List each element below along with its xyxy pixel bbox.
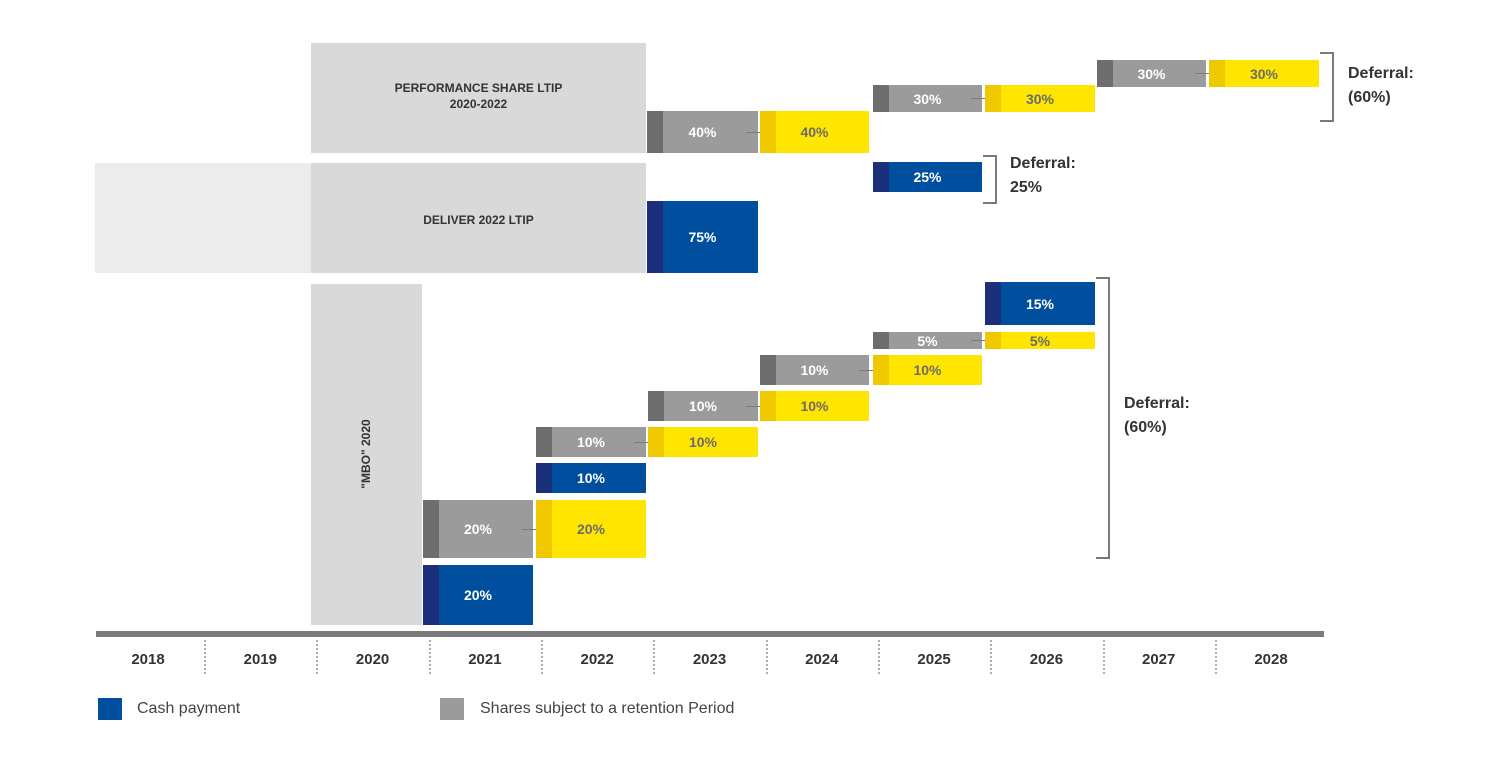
year-separator: [877, 640, 880, 674]
mbo-2025-share-value: 5%: [917, 332, 938, 349]
year-2021: 2021: [468, 651, 502, 668]
year-2027: 2027: [1142, 651, 1176, 668]
legend-shares-swatch: [440, 698, 464, 720]
deliver-2022-ltip-panel: [311, 163, 646, 273]
psl-2026-yellow-block: 30%: [985, 85, 1095, 112]
mbo-2022-share-value: 10%: [576, 434, 606, 450]
mbo-2024-share-value: 10%: [800, 362, 829, 378]
mbo-2026-cash-value: 15%: [1025, 295, 1055, 312]
mbo-2024-yellow-value: 10%: [800, 398, 829, 414]
mbo-2022-yellow-20-value: 20%: [576, 521, 606, 537]
performance-share-ltip-label: PERFORMANCE SHARE LTIP 2020-2022: [394, 81, 563, 111]
psl-2023-connector: [746, 132, 772, 133]
psl-2027-connector: [1195, 73, 1221, 74]
d22-2023-cash-block: 75%: [647, 201, 758, 273]
mbo-2022-cash-value: 10%: [576, 470, 606, 486]
mbo-2023-share-value: 10%: [688, 398, 718, 414]
mbo-2024-yellow-block: 10%: [760, 391, 869, 421]
psl-deferral-note: Deferral: (60%): [1348, 65, 1414, 106]
mbo-2023-share-block: 10%: [648, 391, 758, 421]
mbo-2026-yellow-value: 5%: [1029, 332, 1051, 349]
mbo-2022-share-block: 10%: [536, 427, 646, 457]
year-separator: [765, 640, 768, 674]
d22-deferral-note: Deferral: 25%: [1010, 155, 1076, 196]
mbo-2022-connector: [634, 442, 660, 443]
year-separator: [204, 640, 207, 674]
mbo-2021-cash-value: 20%: [463, 587, 493, 603]
year-separator: [990, 640, 993, 674]
psl-2027-share-block: 30%: [1097, 60, 1206, 87]
mbo-2023-connector: [746, 406, 772, 407]
year-separator: [653, 640, 656, 674]
psl-2025-share-block: 30%: [873, 85, 982, 112]
legend-shares-label: Shares subject to a retention Period: [480, 700, 735, 717]
d22-2025-cash-block: 25%: [873, 162, 982, 192]
psl-2023-share-block: 40%: [647, 111, 758, 153]
mbo-2023-yellow-a-value: 10%: [688, 434, 718, 450]
year-separator: [541, 640, 544, 674]
year-2020: 2020: [355, 651, 390, 668]
mbo-2020-panel: [311, 284, 422, 625]
psl-2023-share-value: 40%: [688, 124, 717, 140]
mbo-2021-cash-block: 20%: [423, 565, 533, 625]
mbo-2024-connector: [859, 370, 885, 371]
year-separator: [1102, 640, 1105, 674]
psl-2026-yellow-value: 30%: [1025, 90, 1055, 107]
mbo-2026-yellow-block: 5%: [985, 332, 1095, 349]
year-2022: 2022: [580, 651, 614, 668]
mbo-2022-yellow-20-block: 20%: [536, 500, 646, 558]
mbo-2026-cash-block: 15%: [985, 282, 1095, 325]
mbo-2021-connector: [522, 529, 548, 530]
year-2024: 2024: [805, 651, 839, 668]
mbo-2025-yellow-block: 10%: [873, 355, 982, 385]
year-separator: [316, 640, 319, 674]
mbo-2020-label: "MBO" 2020: [359, 419, 373, 489]
d22-2025-cash-value: 25%: [913, 169, 942, 185]
timeline-axis: [96, 631, 1324, 637]
year-2018: 2018: [131, 651, 165, 668]
mbo-2022-cash-block: 10%: [536, 463, 646, 493]
year-separator: [1214, 640, 1217, 674]
psl-2025-share-value: 30%: [913, 90, 942, 107]
year-2028: 2028: [1254, 651, 1288, 668]
mbo-2025-connector: [971, 340, 997, 341]
mbo-2025-share-block: 5%: [873, 332, 982, 349]
year-2026: 2026: [1029, 651, 1064, 668]
psl-2028-yellow-value: 30%: [1249, 65, 1279, 82]
psl-2028-yellow-block: 30%: [1209, 60, 1319, 87]
psl-2024-yellow-value: 40%: [800, 124, 829, 140]
deliver-2022-ltip-panel-early: [95, 163, 311, 273]
year-2025: 2025: [917, 651, 951, 668]
year-2023: 2023: [692, 651, 727, 668]
d22-deferral-bracket: [983, 155, 997, 204]
mbo-deferral-bracket: [1096, 277, 1110, 559]
legend-cash-swatch: [98, 698, 122, 720]
mbo-2023-yellow-a-block: 10%: [648, 427, 758, 457]
psl-2025-connector: [971, 98, 997, 99]
mbo-2025-yellow-value: 10%: [913, 362, 942, 378]
performance-share-ltip-panel: [311, 43, 646, 153]
mbo-2021-share-block: 20%: [423, 500, 533, 558]
psl-2027-share-value: 30%: [1137, 65, 1166, 82]
legend-cash-label: Cash payment: [137, 700, 241, 717]
year-2019: 2019: [243, 651, 277, 668]
year-separator: [428, 640, 431, 674]
mbo-2024-share-block: 10%: [760, 355, 869, 385]
mbo-2021-share-value: 20%: [463, 521, 493, 537]
mbo-deferral-note: Deferral: (60%): [1124, 395, 1190, 436]
psl-deferral-bracket: [1320, 52, 1334, 122]
deliver-2022-ltip-label: DELIVER 2022 LTIP: [423, 213, 534, 227]
psl-2024-yellow-block: 40%: [760, 111, 869, 153]
d22-2023-cash-value: 75%: [688, 229, 717, 245]
